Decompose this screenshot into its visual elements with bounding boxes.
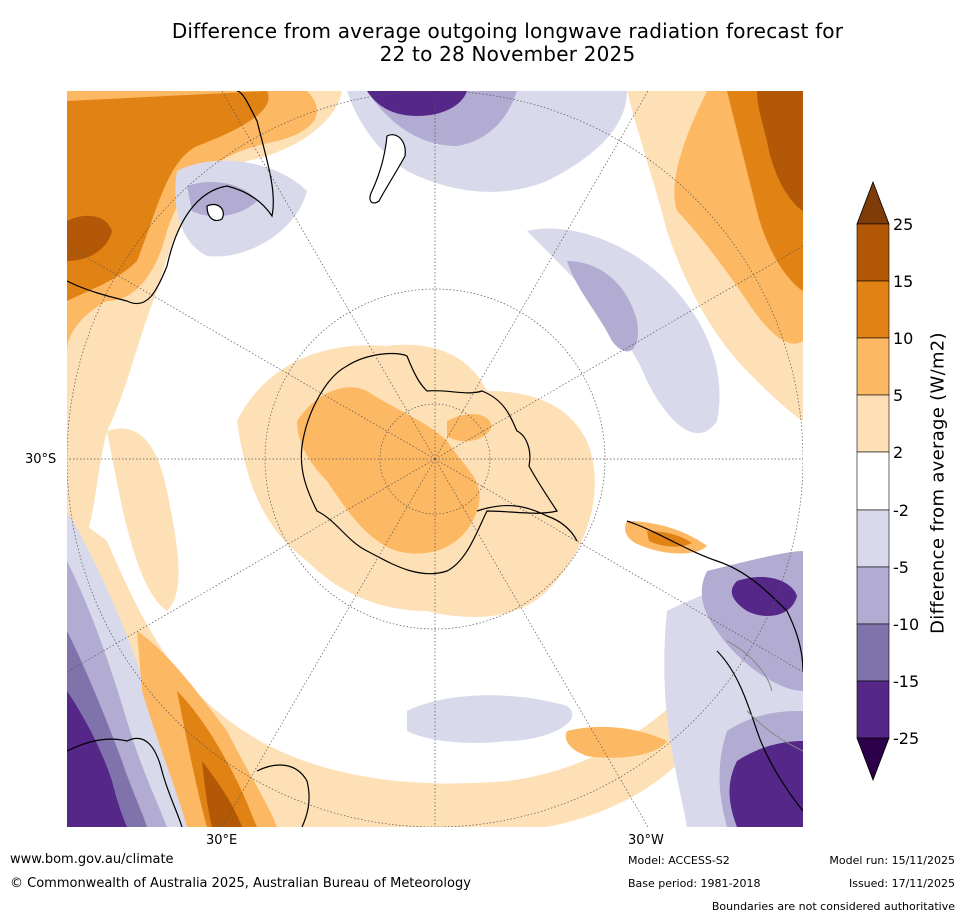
- country-borders-south-america: [726, 640, 803, 752]
- chart-title: Difference from average outgoing longwav…: [100, 20, 915, 66]
- africa-coastline: [67, 737, 183, 827]
- anomaly-region-negative-africa-core: [67, 691, 127, 827]
- antarctic-peninsula-coastline: [476, 505, 578, 542]
- colorbar-tick-25: 25: [893, 215, 914, 234]
- anomaly-region-antarctica-medium: [297, 387, 480, 554]
- longitude-label-30e: 30°E: [206, 833, 238, 848]
- title-line-2: 22 to 28 November 2025: [379, 42, 636, 66]
- anomaly-region-strong-negative-tasman: [367, 91, 467, 116]
- footer-model: Model: ACCESS-S2: [628, 854, 730, 867]
- colorbar-over-arrow: [856, 180, 890, 225]
- anomaly-region-weddell: [447, 414, 492, 442]
- anomaly-region-negative-south-america-core: [731, 576, 797, 616]
- anomaly-region-warm-south-atlantic: [565, 726, 667, 758]
- madagascar-coastline: [256, 764, 310, 827]
- longitude-label-30w: 30°W: [628, 833, 664, 848]
- latitude-label-30s: 30°S: [25, 452, 57, 467]
- anomaly-region-dark-orange-indian: [67, 91, 269, 301]
- colorbar-band-m25-m15: [856, 680, 890, 739]
- colorbar-band-m10-m5: [856, 566, 890, 625]
- colorbar-under-arrow: [856, 737, 890, 782]
- anomaly-region-deep-orange-indian: [67, 215, 112, 261]
- colorbar-band-2-5: [856, 394, 890, 453]
- colorbar-tick-2: 2: [893, 443, 904, 462]
- colorbar-tick-5: 5: [893, 386, 904, 405]
- colorbar-tick-minus-5: -5: [893, 558, 909, 577]
- map-canvas: [67, 91, 803, 827]
- colorbar-band-m15-m10: [856, 623, 890, 682]
- title-line-1: Difference from average outgoing longwav…: [171, 19, 844, 43]
- anomaly-region-warm-mid-left: [107, 428, 179, 611]
- colorbar-label: Difference from average (W/m2): [927, 332, 949, 634]
- anomaly-region-negative-south-atlantic: [407, 695, 573, 743]
- colorbar-tick-minus-10: -10: [893, 615, 920, 634]
- colorbar-tick-minus-2: -2: [893, 501, 909, 520]
- south-america-coastline-lower: [716, 650, 803, 812]
- colorbar-tick-minus-15: -15: [893, 672, 920, 691]
- antarctica-coastline: [300, 352, 558, 575]
- footer-base-period: Base period: 1981-2018: [628, 877, 761, 890]
- colorbar-tick-10: 10: [893, 329, 914, 348]
- footer-disclaimer: Boundaries are not considered authoritat…: [711, 900, 955, 913]
- anomaly-region-hot-south-africa: [177, 691, 257, 827]
- colorbar: [855, 180, 891, 786]
- tasmania-coastline: [206, 203, 224, 222]
- colorbar-tick-15: 15: [893, 272, 914, 291]
- anomaly-region-negative-brazil-core: [729, 741, 803, 827]
- colorbar-band-m5-m2: [856, 509, 890, 568]
- footer-issued: Issued: 17/11/2025: [848, 877, 955, 890]
- footer-website-link[interactable]: www.bom.gov.au/climate: [10, 852, 174, 867]
- footer-model-run: Model run: 15/11/2025: [829, 854, 955, 867]
- new-zealand-coastline: [369, 134, 406, 204]
- colorbar-band-neutral: [856, 451, 890, 511]
- australia-coastline: [67, 91, 274, 305]
- colorbar-tick-minus-25: -25: [893, 729, 920, 748]
- south-america-coastline: [626, 520, 803, 672]
- graticule: [67, 91, 803, 827]
- anomaly-region-negative-south-pacific-core: [567, 261, 638, 352]
- footer-copyright: © Commonwealth of Australia 2025, Austra…: [10, 876, 471, 891]
- colorbar-band-5-10: [856, 337, 890, 396]
- colorbar-band-10-15: [856, 280, 890, 339]
- colorbar-band-15-25: [856, 223, 890, 282]
- anomaly-region-deep-orange-pacific: [757, 91, 803, 211]
- olr-anomaly-map[interactable]: [67, 91, 803, 827]
- anomaly-region-very-hot-south-africa: [202, 761, 242, 827]
- colorbar-graphic: [856, 180, 890, 782]
